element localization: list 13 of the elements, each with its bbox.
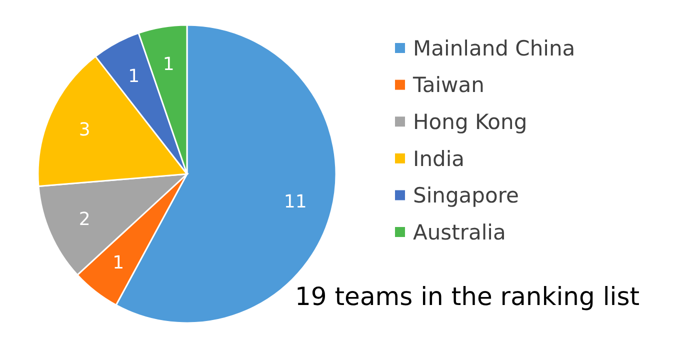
legend-label: Mainland China	[413, 36, 576, 60]
legend-label: Hong Kong	[413, 110, 528, 134]
data-label: 2	[78, 209, 90, 230]
data-label: 1	[128, 66, 140, 88]
text: 19 teams in the ranking list	[295, 282, 640, 311]
data-label: 1	[162, 54, 174, 76]
data-label: 3	[78, 119, 90, 140]
legend-label: Singapore	[413, 184, 519, 208]
legend-label: India	[413, 146, 465, 171]
legend-label: Australia	[413, 220, 506, 244]
legend-label: Taiwan	[412, 73, 484, 98]
data-label: 11	[284, 192, 307, 213]
data-label: 1	[112, 252, 124, 274]
